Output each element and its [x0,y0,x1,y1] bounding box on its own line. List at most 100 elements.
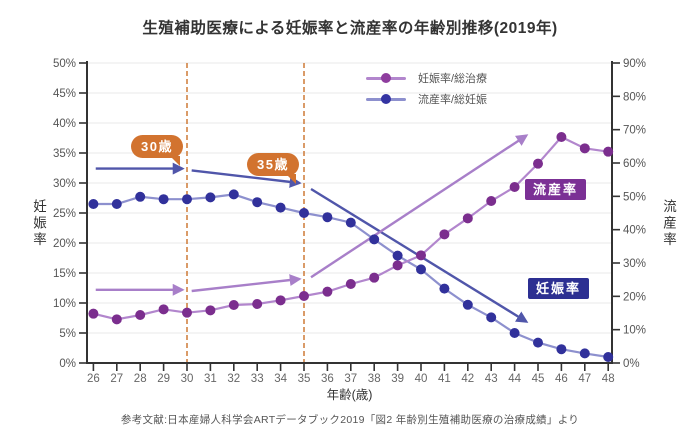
pregnancy-data-point [509,328,520,338]
source-citation: 参考文献:日本産婦人科学会ARTデータブック2019「図2 年齢別生殖補助医療の… [120,414,580,426]
pregnancy-data-point [392,250,403,261]
right-axis-tick-label: 10% [623,325,646,337]
x-axis-title: 年齢(歳) [327,387,373,402]
x-axis-tick-label: 30 [181,373,194,385]
pregnancy-data-point [228,189,239,200]
pregnancy-data-point [88,199,99,209]
x-axis-tick-label: 46 [555,373,568,385]
miscarriage-data-point [486,196,497,206]
legend-label: 流産率/総妊娠 [418,94,488,106]
age-30-callout: 30歳 [131,135,183,166]
left-axis-tick-label: 5% [59,328,76,340]
miscarriage-data-point [439,229,450,240]
x-axis-tick-label: 36 [321,373,334,385]
right-axis-tick-label: 20% [623,291,646,303]
pregnancy-data-point [345,217,356,228]
miscarriage-data-point [252,299,263,309]
pregnancy-data-point [533,337,543,348]
left-axis-tick-label: 30% [53,178,76,190]
miscarriage-data-point [88,308,99,319]
trend-arrow [310,134,529,279]
miscarriage-data-point [322,286,333,297]
x-axis-tick-label: 28 [134,373,147,385]
pregnancy-data-point [135,191,146,202]
x-axis-tick-label: 27 [110,373,123,385]
left-axis-tick-label: 50% [53,58,76,70]
x-axis-tick-label: 43 [485,373,498,385]
legend-item-miscarriage-rate: 流産率/総妊娠 [366,91,487,107]
x-axis-tick-label: 31 [204,373,217,385]
x-axis-tick-label: 32 [227,373,240,385]
miscarriage-data-point [275,295,286,306]
miscarriage-data-point [579,143,590,154]
x-axis-tick-label: 41 [438,373,451,385]
x-axis-tick-label: 33 [251,373,264,385]
pregnancy-data-point [579,348,590,359]
miscarriage-data-point [299,291,309,301]
left-axis-tick-label: 20% [53,238,76,250]
pregnancy-data-point [603,352,614,362]
pregnancy-data-point [416,264,426,275]
legend-dot-blue-icon [381,94,391,104]
x-axis-tick-label: 45 [532,373,545,385]
legend-label: 妊娠率/総治療 [418,73,488,85]
chart-legend: 妊娠率/総治療 流産率/総妊娠 [366,70,487,107]
miscarriage-data-point [205,305,216,316]
x-axis-tick-label: 29 [157,373,170,385]
miscarriage-data-point [158,304,169,315]
miscarriage-data-point [603,146,614,157]
x-axis-tick-label: 34 [274,373,287,385]
right-axis-tick-label: 50% [623,191,646,203]
pregnancy-data-point [111,199,122,209]
pregnancy-data-point [322,212,333,223]
chart-title: 生殖補助医療による妊娠率と流産率の年齢別推移(2019年) [142,20,558,37]
right-axis-tick-label: 0% [623,358,640,370]
pregnancy-data-point [369,234,380,245]
x-axis-tick-label: 40 [415,373,428,385]
pregnancy-rate-badge: 妊娠率 [528,278,590,299]
pregnancy-data-point [439,283,450,294]
miscarriage-data-point [111,314,122,325]
pregnancy-data-point [182,194,192,205]
miscarriage-data-point [392,260,403,271]
miscarriage-data-point [556,132,567,142]
legend-line-blue [366,94,406,104]
pregnancy-data-point [486,312,497,323]
left-axis-title: 妊娠率 [31,199,46,249]
miscarriage-data-point [509,182,520,192]
right-axis-tick-label: 90% [623,58,646,70]
miscarriage-data-point [416,250,426,261]
legend-item-pregnancy-rate: 妊娠率/総治療 [366,70,487,86]
x-axis-tick-label: 35 [298,373,311,385]
x-axis-tick-label: 48 [602,373,615,385]
right-axis-tick-label: 80% [623,91,646,103]
pregnancy-data-point [275,202,286,213]
miscarriage-data-point [228,300,239,310]
pregnancy-data-point [205,192,216,203]
pregnancy-data-point [556,344,567,355]
legend-dot-purple-icon [381,73,391,83]
right-axis-tick-label: 70% [623,125,646,137]
miscarriage-data-point [135,310,146,320]
x-axis-tick-label: 38 [368,373,381,385]
right-axis-tick-label: 40% [623,225,646,237]
x-axis-tick-label: 39 [391,373,404,385]
left-axis-tick-label: 35% [53,148,76,160]
age-35-callout: 35歳 [247,153,299,184]
miscarriage-data-point [462,213,473,224]
x-axis-tick-label: 42 [461,373,474,385]
left-axis-tick-label: 45% [53,88,76,100]
right-axis-tick-label: 30% [623,258,646,270]
miscarriage-rate-badge: 流産率 [525,179,587,200]
miscarriage-data-point [533,158,543,169]
pregnancy-data-point [252,197,263,208]
trend-arrow [191,274,302,293]
x-axis-tick-label: 44 [508,373,521,385]
left-axis-tick-label: 0% [59,358,76,370]
miscarriage-data-point [182,307,192,318]
x-axis-tick-label: 26 [87,373,100,385]
left-axis-tick-label: 15% [53,268,76,280]
pregnancy-data-point [299,208,309,218]
